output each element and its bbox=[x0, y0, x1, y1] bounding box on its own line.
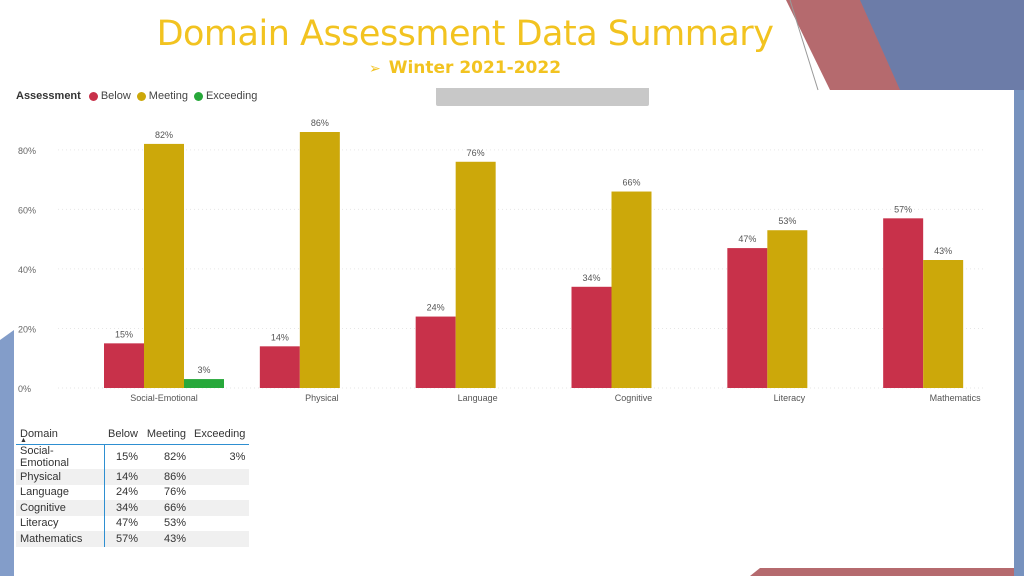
table-cell: Cognitive bbox=[16, 500, 105, 516]
sort-ascending-icon[interactable]: ▲ bbox=[20, 437, 27, 444]
bullet-arrow-icon: ➢ bbox=[368, 61, 381, 77]
table-cell: 47% bbox=[115, 517, 138, 530]
x-tick-label: Physical bbox=[305, 393, 339, 403]
table-cell bbox=[190, 500, 250, 516]
table-cell: 24% bbox=[115, 486, 138, 499]
data-table: Domain Below Meeting Exceeding Social-Em… bbox=[16, 424, 250, 547]
table-cell: 3% bbox=[229, 451, 246, 463]
data-label: 53% bbox=[778, 216, 796, 226]
x-tick-label: Social-Emotional bbox=[130, 393, 198, 403]
data-label: 14% bbox=[271, 332, 289, 342]
bar-meeting[interactable] bbox=[144, 143, 184, 388]
table-row[interactable]: Mathematics 57% 43% bbox=[16, 531, 250, 547]
table-cell: 34% bbox=[104, 500, 142, 516]
data-label: 86% bbox=[311, 118, 329, 128]
deco-blue-shape bbox=[860, 0, 1024, 576]
bar-exceeding[interactable] bbox=[184, 379, 224, 388]
x-tick-label: Mathematics bbox=[930, 393, 982, 403]
table-cell bbox=[190, 516, 249, 532]
legend-item-below[interactable]: Below bbox=[88, 90, 131, 102]
deco-blue-left bbox=[0, 330, 14, 576]
table-cell: 86% bbox=[142, 469, 190, 485]
col-header-exceeding[interactable]: Exceeding bbox=[190, 424, 250, 445]
y-tick-label: 60% bbox=[18, 205, 36, 215]
col-header-domain[interactable]: Domain bbox=[16, 424, 104, 445]
table-cell: 43% bbox=[142, 531, 190, 547]
table-cell: 53% bbox=[163, 517, 186, 530]
bar-meeting[interactable] bbox=[455, 161, 496, 388]
table-cell: Social-Emotional bbox=[16, 444, 105, 469]
table-row[interactable]: Language 24% 76% bbox=[16, 484, 249, 501]
legend-label-exceeding: Exceeding bbox=[205, 90, 258, 102]
y-tick-label: 0% bbox=[18, 384, 31, 394]
data-label: 47% bbox=[738, 234, 756, 244]
data-label: 24% bbox=[427, 303, 445, 313]
table-cell: 66% bbox=[142, 500, 190, 516]
table-row[interactable]: Cognitive 34% 66% bbox=[16, 500, 250, 516]
table-cell: Physical bbox=[16, 469, 105, 485]
legend-label-below: Below bbox=[100, 90, 131, 102]
legend-item-exceeding[interactable]: Exceeding bbox=[193, 90, 258, 102]
bar-below[interactable] bbox=[415, 316, 456, 388]
x-tick-label: Literacy bbox=[774, 393, 806, 403]
bar-below[interactable] bbox=[104, 343, 144, 388]
y-tick-label: 20% bbox=[18, 324, 36, 334]
table-cell: 14% bbox=[104, 469, 142, 485]
bar-below[interactable] bbox=[727, 248, 768, 388]
legend-title: Assessment bbox=[16, 90, 81, 102]
bar-below[interactable] bbox=[259, 346, 300, 388]
bar-meeting[interactable] bbox=[611, 191, 652, 388]
deco-line bbox=[789, 0, 819, 91]
y-tick-label: 80% bbox=[18, 146, 36, 156]
bar-below[interactable] bbox=[571, 286, 612, 388]
table-cell: 82% bbox=[163, 451, 186, 463]
data-label: 82% bbox=[155, 130, 173, 140]
data-label: 57% bbox=[894, 204, 912, 214]
table-cell: 76% bbox=[163, 486, 186, 499]
legend-label-meeting: Meeting bbox=[148, 90, 188, 102]
page-subtitle: ➢ Winter 2021-2022 bbox=[0, 58, 930, 78]
chart-legend: Assessment Below Meeting Exceeding bbox=[16, 90, 257, 102]
x-tick-label: Cognitive bbox=[615, 393, 653, 403]
table-row[interactable]: Social-Emotional 15% 82% 3% bbox=[16, 444, 249, 469]
table-row[interactable]: Literacy 47% 53% bbox=[16, 515, 249, 532]
table-cell bbox=[190, 531, 250, 547]
col-header-meeting[interactable]: Meeting bbox=[142, 424, 190, 445]
data-label: 15% bbox=[115, 329, 133, 339]
table-cell bbox=[190, 469, 250, 485]
subtitle-text: Winter 2021-2022 bbox=[388, 58, 562, 78]
table-cell: Language bbox=[16, 484, 105, 500]
legend-item-meeting[interactable]: Meeting bbox=[136, 90, 188, 102]
x-tick-label: Language bbox=[458, 393, 498, 403]
deco-red-bottom bbox=[750, 568, 1014, 576]
page-title: Domain Assessment Data Summary bbox=[156, 14, 774, 54]
bar-chart: 0% 20% 40% 60% 80% 15% 82% 3% Social-Emotional 14… bbox=[18, 118, 983, 403]
data-label: 3% bbox=[197, 365, 210, 375]
bar-meeting[interactable] bbox=[299, 132, 340, 388]
table-cell bbox=[190, 485, 249, 501]
table-row[interactable]: Physical 14% 86% bbox=[16, 469, 250, 485]
table-cell: 15% bbox=[115, 451, 138, 463]
data-label: 76% bbox=[467, 148, 485, 158]
table-cell: Literacy bbox=[16, 515, 105, 531]
data-label: 34% bbox=[582, 273, 600, 283]
table-cell: Mathematics bbox=[16, 531, 105, 547]
legend-swatch-meeting bbox=[136, 91, 146, 101]
y-tick-label: 40% bbox=[18, 265, 36, 275]
data-label: 43% bbox=[934, 246, 952, 256]
legend-swatch-below bbox=[88, 91, 98, 101]
data-label: 66% bbox=[622, 178, 640, 188]
bar-below[interactable] bbox=[883, 218, 924, 388]
col-header-below[interactable]: Below bbox=[104, 424, 142, 445]
bar-meeting[interactable] bbox=[767, 230, 808, 388]
bar-meeting[interactable] bbox=[923, 260, 964, 388]
legend-swatch-exceeding bbox=[193, 91, 203, 101]
overlay-bar bbox=[436, 88, 649, 106]
table-header-row: Domain Below Meeting Exceeding bbox=[16, 424, 250, 445]
table-cell: 57% bbox=[104, 531, 142, 547]
